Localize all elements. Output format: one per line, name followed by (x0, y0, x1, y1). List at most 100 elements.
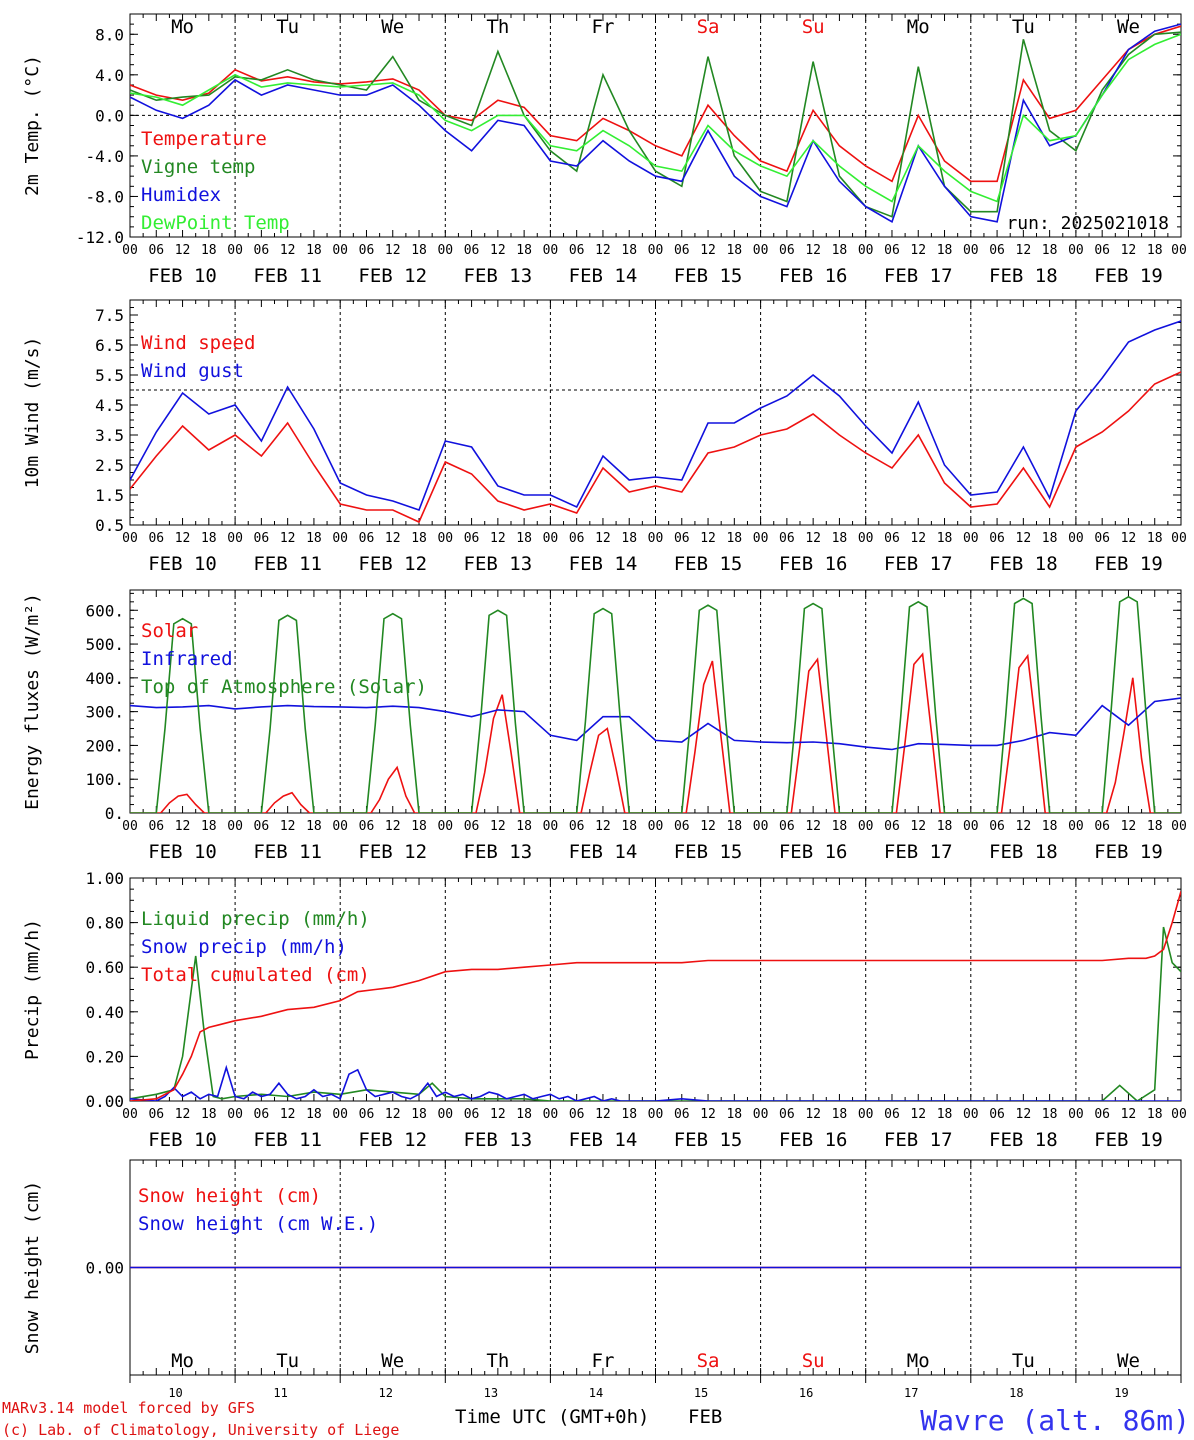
date-label: FEB 17 (884, 265, 953, 287)
hour-label: 06 (359, 1107, 375, 1122)
hour-label: 06 (884, 243, 900, 258)
hour-label: 12 (280, 819, 296, 834)
hour-label: 00 (1068, 819, 1084, 834)
hour-label: 06 (569, 531, 585, 546)
hour-label: 00 (963, 243, 979, 258)
hour-label: 00 (648, 243, 664, 258)
hour-label: 12 (385, 243, 401, 258)
day-number: 10 (168, 1386, 182, 1400)
hour-label: 06 (254, 243, 270, 258)
hour-label: 06 (569, 1107, 585, 1122)
hour-label: 12 (490, 1107, 506, 1122)
date-label: FEB 13 (464, 1129, 533, 1151)
y-tick-label: 1.5 (95, 486, 124, 505)
series-line-infrared (130, 697, 1181, 751)
panel-3: 600. 500. 400. 300. 200. 100. 0. Energy fluxes … (22, 589, 1187, 863)
hour-label: 00 (858, 243, 874, 258)
y-tick-label: 400. (85, 669, 124, 688)
series-line-solar (130, 652, 1181, 813)
y-tick-label: 0.0 (95, 106, 124, 125)
y-axis-label: Snow height (cm) (22, 1181, 43, 1354)
hour-label: 00 (437, 819, 453, 834)
hour-label: 18 (1147, 243, 1163, 258)
hour-label: 00 (963, 531, 979, 546)
date-label: FEB 11 (253, 1129, 322, 1151)
day-number: 17 (904, 1386, 918, 1400)
plot-frame (129, 589, 1182, 814)
date-label: FEB 14 (569, 553, 638, 575)
date-label: FEB 19 (1094, 841, 1163, 863)
hour-label: 06 (359, 243, 375, 258)
hour-label: 06 (359, 819, 375, 834)
hour-label: 00 (543, 819, 559, 834)
hour-label: 18 (411, 243, 427, 258)
hour-label: 06 (779, 1107, 795, 1122)
run-annotation: run: 2025021018 (1006, 213, 1169, 234)
hour-label: 06 (254, 1107, 270, 1122)
hour-label: 18 (832, 1107, 848, 1122)
hour-label: 12 (805, 243, 821, 258)
hour-label: 00 (122, 243, 138, 258)
series-line-total-cumulated-cm- (130, 891, 1181, 1101)
legend-entry: Vigne temp (141, 156, 255, 178)
hour-label: 12 (1121, 1107, 1137, 1122)
hour-label: 00 (122, 819, 138, 834)
date-label: FEB 16 (779, 1129, 848, 1151)
hour-label: 18 (1147, 1107, 1163, 1122)
series-line-wind-speed (130, 371, 1181, 524)
hour-label: 18 (411, 531, 427, 546)
hour-label: 00 (753, 1107, 769, 1122)
y-tick-label: 4.0 (95, 66, 124, 85)
hour-label: 06 (359, 531, 375, 546)
hour-label: 12 (385, 1107, 401, 1122)
hour-label: 12 (910, 819, 926, 834)
hour-label: 00 (227, 243, 243, 258)
date-label: FEB 11 (253, 265, 322, 287)
series-line-temperature (130, 25, 1181, 183)
y-tick-label: -8.0 (85, 187, 124, 206)
hour-label: 12 (490, 819, 506, 834)
hour-label: 18 (516, 819, 532, 834)
hour-label: 12 (700, 531, 716, 546)
date-label: FEB 10 (148, 1129, 217, 1151)
day-name: Mo (171, 1350, 194, 1372)
hour-label: 18 (726, 1107, 742, 1122)
y-tick-label: 8.0 (95, 25, 124, 44)
series-line-humidex (130, 23, 1181, 223)
hour-label: 12 (805, 1107, 821, 1122)
day-name: Su (802, 16, 825, 38)
series-line-top-of-atmosphere-solar- (130, 595, 1181, 813)
x-axis-title: Time UTC (GMT+0h) (455, 1406, 649, 1428)
day-number: 12 (379, 1386, 393, 1400)
hour-label: 06 (1094, 531, 1110, 546)
hour-label: 06 (148, 243, 164, 258)
date-label: FEB 13 (464, 553, 533, 575)
hour-label: 06 (989, 1107, 1005, 1122)
day-number: 13 (484, 1386, 498, 1400)
hour-label: 18 (1147, 531, 1163, 546)
day-name: Mo (907, 16, 930, 38)
hour-label: 18 (516, 1107, 532, 1122)
hour-label: 12 (175, 531, 191, 546)
date-label: FEB 14 (569, 841, 638, 863)
panel-5: 0.00 Snow height (cm) Snow height (cm) Snow… (22, 1159, 1182, 1400)
panel-2: 7.5 6.5 5.5 4.5 3.5 2.5 1.5 0.5 10m Wind (m/s) Wi… (22, 299, 1187, 575)
y-tick-label: 0.20 (85, 1047, 124, 1066)
hour-label: 18 (411, 819, 427, 834)
hour-label: 18 (832, 243, 848, 258)
hour-label: 06 (1094, 1107, 1110, 1122)
hour-label: 18 (201, 531, 217, 546)
y-tick-label: 6.5 (95, 336, 124, 355)
hour-label: 06 (464, 243, 480, 258)
hour-label: 00 (227, 531, 243, 546)
y-tick-label: 7.5 (95, 306, 124, 325)
plot-frame (129, 299, 1182, 526)
panel-4: 1.00 0.80 0.60 0.40 0.20 0.00 Precip (mm/h) Liq… (22, 869, 1187, 1151)
hour-label: 06 (569, 819, 585, 834)
date-label: FEB 14 (569, 1129, 638, 1151)
hour-label: 18 (306, 531, 322, 546)
hour-label: 12 (910, 1107, 926, 1122)
day-name: Mo (907, 1350, 930, 1372)
hour-label: 12 (280, 243, 296, 258)
date-label: FEB 16 (779, 841, 848, 863)
